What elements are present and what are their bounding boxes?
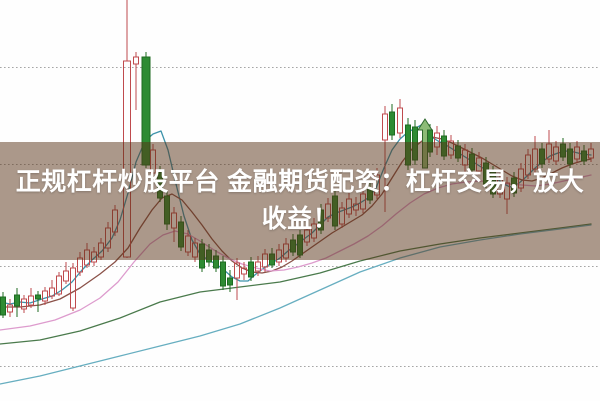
candle-body-down — [0, 296, 6, 316]
promo-title-line1: 正规杠杆炒股平台 金融期货配资：杠杆交易，放大 — [15, 168, 585, 196]
candle-body-up — [70, 267, 76, 309]
candle-body-up — [382, 113, 388, 141]
candle-body-down — [14, 294, 20, 307]
candle-body-down — [389, 111, 395, 136]
candle-body-up — [7, 304, 13, 313]
candle-body-down — [35, 294, 41, 300]
candle-body-up — [42, 290, 48, 302]
candle-body-down — [220, 261, 226, 287]
candle-body-down — [248, 261, 254, 278]
candle-body-down — [227, 277, 233, 286]
candle-body-up — [56, 275, 62, 295]
candle-body-up — [49, 287, 55, 297]
candle-body-up — [28, 295, 34, 306]
candle-body-up — [63, 270, 69, 282]
candle-body-up — [241, 267, 247, 275]
promo-overlay-band: 正规杠杆炒股平台 金融期货配资：杠杆交易，放大 收益！ — [0, 142, 600, 260]
candle-body-up — [255, 261, 261, 272]
candle-body-up — [397, 107, 403, 134]
promo-title-line2: 收益！ — [261, 205, 339, 233]
candle-body-up — [234, 262, 240, 279]
candle-body-up — [21, 298, 27, 310]
candle-body-up — [133, 56, 139, 65]
